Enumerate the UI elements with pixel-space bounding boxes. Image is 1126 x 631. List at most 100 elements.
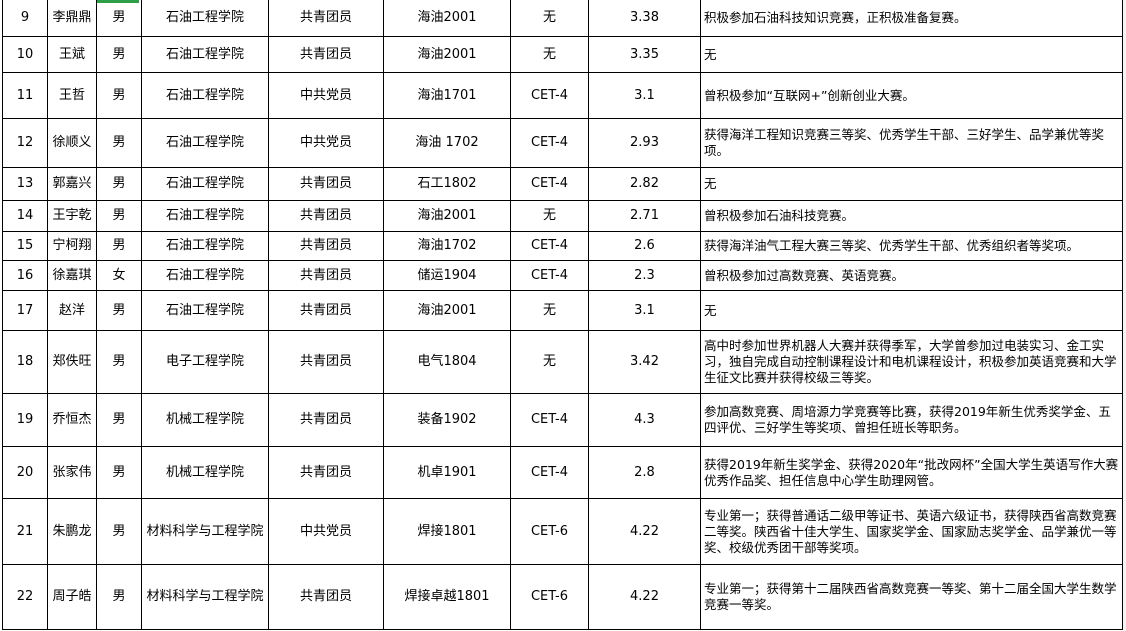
- cell-gender[interactable]: 男: [96, 231, 142, 261]
- cell-no[interactable]: 11: [2, 72, 48, 119]
- cell-cet[interactable]: CET-6: [510, 498, 589, 565]
- cell-college[interactable]: 石油工程学院: [141, 0, 269, 37]
- cell-name[interactable]: 王哲: [47, 72, 97, 119]
- cell-name[interactable]: 王宇乾: [47, 200, 97, 232]
- cell-college[interactable]: 电子工程学院: [141, 330, 269, 394]
- cell-remarks[interactable]: 专业第一；获得普通话二级甲等证书、英语六级证书，获得陕西省高数竞赛二等奖。陕西省…: [700, 498, 1123, 565]
- cell-remarks[interactable]: 无: [700, 290, 1123, 331]
- cell-no[interactable]: 22: [2, 564, 48, 630]
- cell-gender[interactable]: 男: [96, 36, 142, 73]
- cell-gender[interactable]: 男: [96, 118, 142, 168]
- cell-politics[interactable]: 共青团员: [268, 231, 384, 261]
- cell-remarks[interactable]: 无: [700, 36, 1123, 73]
- cell-remarks[interactable]: 曾积极参加石油科技竞赛。: [700, 200, 1123, 232]
- cell-no[interactable]: 16: [2, 260, 48, 291]
- cell-class[interactable]: 焊接1801: [383, 498, 511, 565]
- cell-college[interactable]: 石油工程学院: [141, 231, 269, 261]
- cell-college[interactable]: 石油工程学院: [141, 200, 269, 232]
- cell-name[interactable]: 李鼎鼎: [47, 0, 97, 37]
- cell-name[interactable]: 郑佚旺: [47, 330, 97, 394]
- cell-gpa[interactable]: 2.71: [588, 200, 701, 232]
- cell-gender[interactable]: 男: [96, 446, 142, 499]
- cell-gpa[interactable]: 2.3: [588, 260, 701, 291]
- cell-college[interactable]: 石油工程学院: [141, 290, 269, 331]
- cell-no[interactable]: 21: [2, 498, 48, 565]
- cell-class[interactable]: 海油2001: [383, 200, 511, 232]
- cell-class[interactable]: 储运1904: [383, 260, 511, 291]
- cell-politics[interactable]: 共青团员: [268, 393, 384, 447]
- cell-name[interactable]: 郭嘉兴: [47, 167, 97, 201]
- cell-no[interactable]: 13: [2, 167, 48, 201]
- cell-no[interactable]: 10: [2, 36, 48, 73]
- cell-no[interactable]: 9: [2, 0, 48, 37]
- cell-remarks[interactable]: 获得海洋工程知识竞赛三等奖、优秀学生干部、三好学生、品学兼优等奖项。: [700, 118, 1123, 168]
- cell-class[interactable]: 电气1804: [383, 330, 511, 394]
- cell-cet[interactable]: 无: [510, 330, 589, 394]
- cell-gender[interactable]: 男: [96, 498, 142, 565]
- cell-remarks[interactable]: 曾积极参加过高数竞赛、英语竞赛。: [700, 260, 1123, 291]
- cell-politics[interactable]: 共青团员: [268, 564, 384, 630]
- cell-gender[interactable]: 男: [96, 0, 142, 37]
- cell-gpa[interactable]: 2.8: [588, 446, 701, 499]
- cell-no[interactable]: 19: [2, 393, 48, 447]
- cell-gpa[interactable]: 3.35: [588, 36, 701, 73]
- cell-gpa[interactable]: 2.93: [588, 118, 701, 168]
- cell-college[interactable]: 机械工程学院: [141, 446, 269, 499]
- cell-class[interactable]: 海油1702: [383, 231, 511, 261]
- cell-gpa[interactable]: 3.38: [588, 0, 701, 37]
- cell-politics[interactable]: 共青团员: [268, 0, 384, 37]
- cell-politics[interactable]: 共青团员: [268, 330, 384, 394]
- cell-cet[interactable]: 无: [510, 200, 589, 232]
- cell-cet[interactable]: CET-4: [510, 118, 589, 168]
- cell-gender[interactable]: 男: [96, 72, 142, 119]
- cell-gender[interactable]: 男: [96, 167, 142, 201]
- cell-gpa[interactable]: 2.82: [588, 167, 701, 201]
- cell-politics[interactable]: 中共党员: [268, 72, 384, 119]
- cell-class[interactable]: 海油2001: [383, 290, 511, 331]
- cell-politics[interactable]: 共青团员: [268, 446, 384, 499]
- cell-gpa[interactable]: 4.3: [588, 393, 701, 447]
- cell-name[interactable]: 乔恒杰: [47, 393, 97, 447]
- cell-class[interactable]: 海油 1702: [383, 118, 511, 168]
- cell-college[interactable]: 机械工程学院: [141, 393, 269, 447]
- cell-cet[interactable]: CET-4: [510, 167, 589, 201]
- cell-college[interactable]: 石油工程学院: [141, 167, 269, 201]
- cell-no[interactable]: 12: [2, 118, 48, 168]
- cell-name[interactable]: 周子皓: [47, 564, 97, 630]
- cell-no[interactable]: 15: [2, 231, 48, 261]
- cell-class[interactable]: 装备1902: [383, 393, 511, 447]
- cell-politics[interactable]: 共青团员: [268, 260, 384, 291]
- cell-class[interactable]: 机卓1901: [383, 446, 511, 499]
- cell-name[interactable]: 宁柯翔: [47, 231, 97, 261]
- cell-cet[interactable]: CET-4: [510, 260, 589, 291]
- cell-college[interactable]: 石油工程学院: [141, 36, 269, 73]
- cell-cet[interactable]: CET-4: [510, 446, 589, 499]
- cell-cet[interactable]: 无: [510, 290, 589, 331]
- cell-remarks[interactable]: 获得海洋油气工程大赛三等奖、优秀学生干部、优秀组织者等奖项。: [700, 231, 1123, 261]
- cell-remarks[interactable]: 无: [700, 167, 1123, 201]
- cell-politics[interactable]: 共青团员: [268, 36, 384, 73]
- cell-gpa[interactable]: 4.22: [588, 498, 701, 565]
- cell-gender[interactable]: 男: [96, 393, 142, 447]
- cell-college[interactable]: 石油工程学院: [141, 260, 269, 291]
- cell-gpa[interactable]: 3.1: [588, 72, 701, 119]
- cell-cet[interactable]: CET-6: [510, 564, 589, 630]
- cell-gender[interactable]: 女: [96, 260, 142, 291]
- cell-gender[interactable]: 男: [96, 330, 142, 394]
- cell-cet[interactable]: CET-4: [510, 393, 589, 447]
- cell-class[interactable]: 石工1802: [383, 167, 511, 201]
- cell-politics[interactable]: 共青团员: [268, 200, 384, 232]
- cell-class[interactable]: 海油1701: [383, 72, 511, 119]
- cell-class[interactable]: 海油2001: [383, 0, 511, 37]
- cell-politics[interactable]: 共青团员: [268, 290, 384, 331]
- cell-cet[interactable]: 无: [510, 0, 589, 37]
- cell-politics[interactable]: 共青团员: [268, 167, 384, 201]
- cell-politics[interactable]: 中共党员: [268, 118, 384, 168]
- cell-class[interactable]: 焊接卓越1801: [383, 564, 511, 630]
- cell-remarks[interactable]: 获得2019年新生奖学金、获得2020年“批改网杯”全国大学生英语写作大赛优秀作…: [700, 446, 1123, 499]
- cell-politics[interactable]: 中共党员: [268, 498, 384, 565]
- cell-gender[interactable]: 男: [96, 200, 142, 232]
- cell-name[interactable]: 朱鹏龙: [47, 498, 97, 565]
- cell-gpa[interactable]: 2.6: [588, 231, 701, 261]
- cell-college[interactable]: 材料科学与工程学院: [141, 498, 269, 565]
